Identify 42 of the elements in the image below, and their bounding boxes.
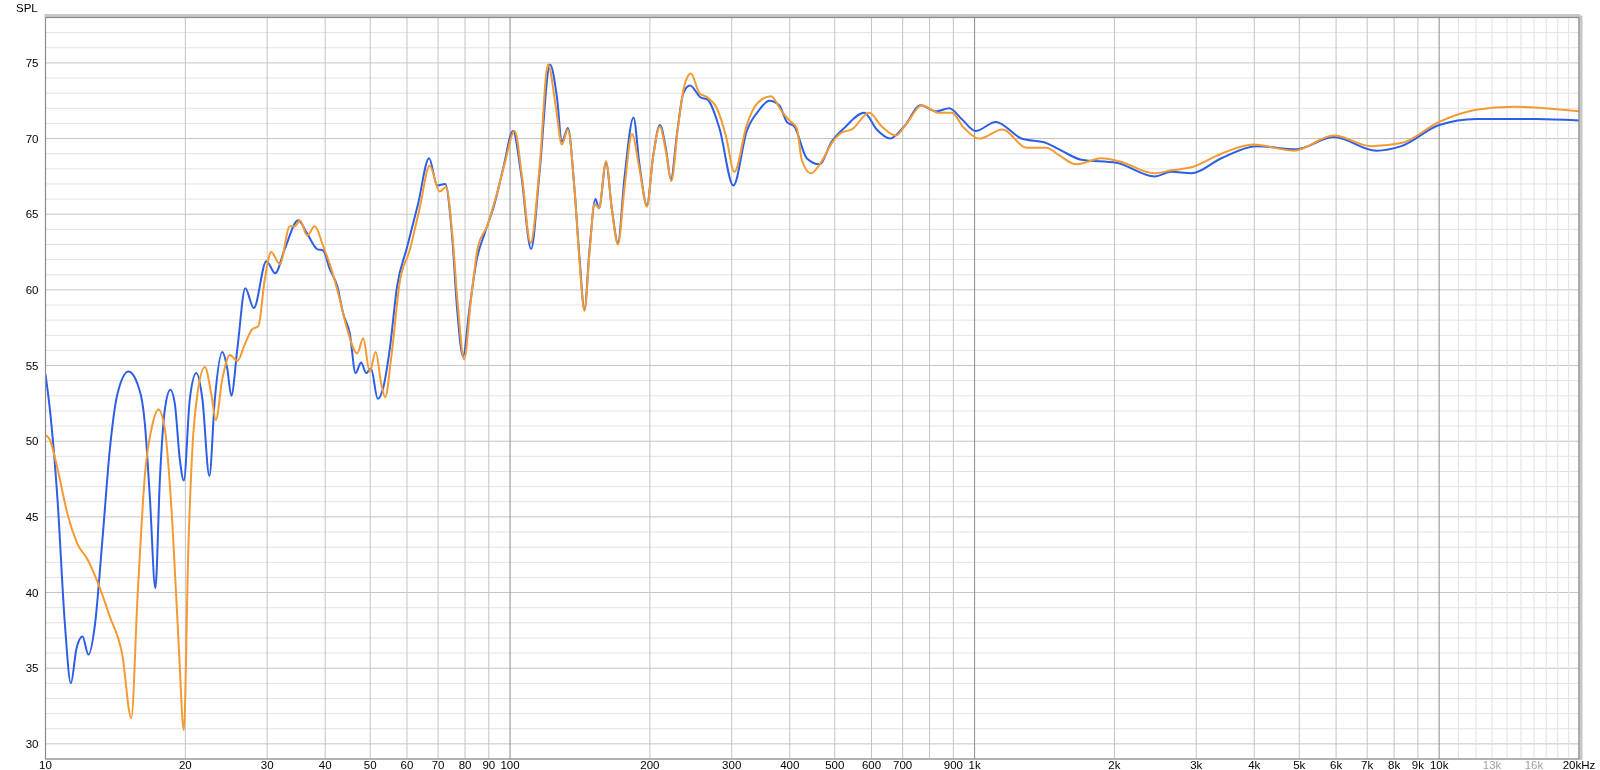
x-tick-label: 2k bbox=[1108, 758, 1121, 770]
x-tick-label: 100 bbox=[500, 758, 520, 770]
y-tick-label: 75 bbox=[25, 56, 39, 69]
x-tick-label: 300 bbox=[722, 758, 742, 770]
x-tick-label: 6k bbox=[1330, 758, 1343, 770]
x-tick-label: 80 bbox=[458, 758, 472, 770]
x-tick-label: 500 bbox=[825, 758, 845, 770]
x-tick-label: 20k bbox=[1562, 758, 1582, 770]
x-tick-label: 30 bbox=[260, 758, 274, 770]
y-tick-label: 30 bbox=[25, 737, 39, 750]
x-tick-label: 3k bbox=[1190, 758, 1203, 770]
x-tick-label: 9k bbox=[1411, 758, 1425, 770]
y-axis-title: SPL bbox=[16, 2, 39, 14]
y-tick-label: 60 bbox=[25, 283, 39, 296]
x-tick-label: 10k bbox=[1429, 758, 1449, 770]
x-tick-label: 1k bbox=[968, 758, 981, 770]
x-tick-label: 700 bbox=[893, 758, 913, 770]
y-tick-label: 55 bbox=[25, 359, 39, 372]
x-tick-label: 5k bbox=[1293, 758, 1306, 770]
y-tick-label: 45 bbox=[25, 510, 39, 523]
y-tick-label: 50 bbox=[25, 435, 39, 448]
x-tick-label: 8k bbox=[1388, 758, 1401, 770]
x-tick-label: 16k bbox=[1524, 758, 1544, 770]
x-tick-label: 400 bbox=[780, 758, 800, 770]
x-tick-label: 13k bbox=[1482, 758, 1502, 770]
x-tick-label: 50 bbox=[363, 758, 377, 770]
y-tick-label: 70 bbox=[25, 132, 39, 145]
x-tick-label: 900 bbox=[943, 758, 963, 770]
x-tick-label: 40 bbox=[318, 758, 332, 770]
x-tick-label: 10 bbox=[39, 758, 52, 770]
x-tick-label: 70 bbox=[431, 758, 445, 770]
x-tick-label: 200 bbox=[640, 758, 660, 770]
y-tick-label: 35 bbox=[25, 662, 39, 675]
x-tick-label: 600 bbox=[861, 758, 882, 770]
y-tick-label: 65 bbox=[25, 208, 39, 221]
x-axis-title: Hz bbox=[1581, 758, 1596, 770]
x-tick-label: 7k bbox=[1361, 758, 1374, 770]
x-tick-label: 60 bbox=[400, 758, 414, 770]
x-tick-label: 90 bbox=[482, 758, 496, 770]
y-tick-label: 40 bbox=[25, 586, 39, 599]
x-tick-label: 4k bbox=[1248, 758, 1261, 770]
x-tick-label: 20 bbox=[178, 758, 192, 770]
